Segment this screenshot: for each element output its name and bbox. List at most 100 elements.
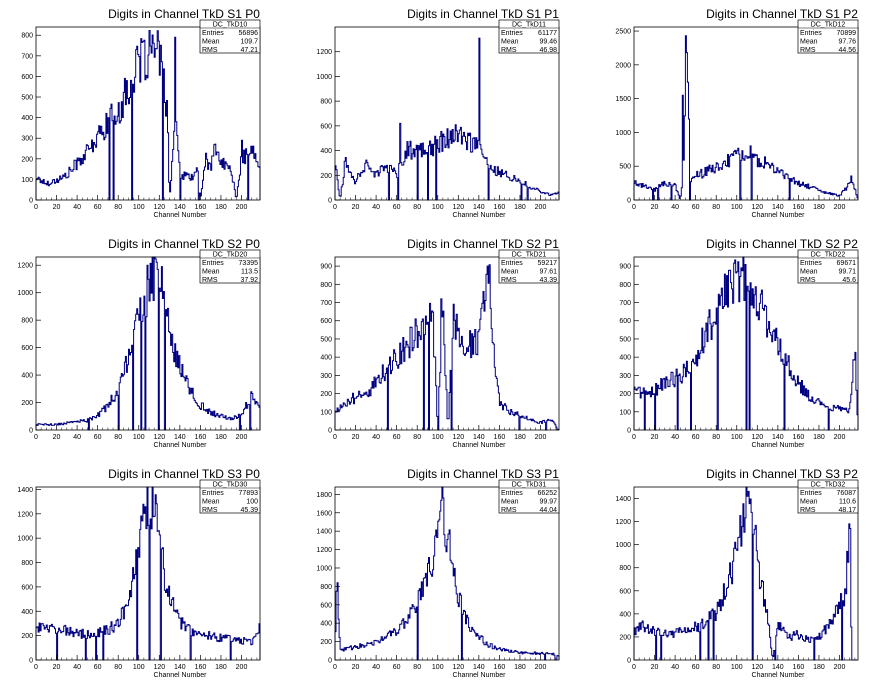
x-tick-label: 20 — [352, 664, 360, 671]
stats-label: Mean — [501, 499, 519, 506]
stats-name: DC_TkD12 — [811, 22, 846, 29]
stats-value: 109.7 — [240, 39, 258, 46]
stats-label: Entries — [501, 260, 523, 267]
stats-name: DC_TkD22 — [811, 252, 846, 259]
x-tick-label: 60 — [393, 204, 401, 211]
x-tick-label: 160 — [195, 664, 207, 671]
y-tick-label: 400 — [320, 355, 332, 362]
y-tick-label: 1500 — [615, 96, 631, 103]
stats-value: 44.04 — [539, 507, 557, 514]
stats-value: 44.56 — [838, 47, 856, 54]
stats-label: RMS — [800, 47, 816, 54]
y-tick-label: 0 — [29, 428, 33, 435]
plot-frame — [334, 26, 560, 201]
x-tick-label: 100 — [432, 664, 444, 671]
stats-value: 59217 — [538, 260, 558, 267]
x-tick-label: 100 — [133, 434, 145, 441]
y-tick-label: 400 — [320, 148, 332, 155]
y-tick-label: 2000 — [615, 62, 631, 69]
y-tick-label: 1600 — [316, 510, 332, 517]
stats-value: 37.92 — [240, 277, 258, 284]
x-tick-label: 200 — [834, 204, 846, 211]
x-tick-label: 180 — [514, 204, 526, 211]
y-tick-label: 0 — [29, 198, 33, 205]
stats-label: Entries — [800, 260, 822, 267]
x-tick-label: 160 — [494, 664, 506, 671]
histogram-panel: Digits in Channel TkD S1 P2 0 20 40 60 80 100 1… — [615, 7, 859, 219]
x-tick-label: 120 — [751, 434, 763, 441]
plot-frame — [334, 486, 560, 661]
x-tick-label: 60 — [94, 664, 102, 671]
x-axis-label: Channel Number — [752, 212, 806, 219]
x-tick-label: 0 — [333, 434, 337, 441]
stats-label: Mean — [501, 269, 519, 276]
x-tick-label: 40 — [372, 204, 380, 211]
x-tick-label: 140 — [473, 664, 485, 671]
stats-name: DC_TkD32 — [811, 482, 846, 489]
x-axis-label: Channel Number — [154, 442, 208, 449]
stats-value: 70899 — [837, 30, 857, 37]
histogram-series — [334, 486, 560, 661]
y-tick-label: 400 — [21, 373, 33, 380]
y-tick-label: 1200 — [17, 263, 33, 270]
y-tick-label: 800 — [21, 560, 33, 567]
plot-frame — [633, 256, 859, 431]
x-tick-label: 160 — [195, 434, 207, 441]
stats-value: 46.98 — [539, 47, 557, 54]
x-tick-label: 120 — [153, 664, 165, 671]
x-tick-label: 0 — [34, 204, 38, 211]
y-tick-label: 500 — [320, 336, 332, 343]
stats-name: DC_TkD20 — [213, 252, 248, 259]
x-tick-label: 40 — [372, 664, 380, 671]
x-tick-label: 160 — [793, 204, 805, 211]
stats-value: 45.39 — [240, 507, 258, 514]
x-axis-label: Channel Number — [154, 212, 208, 219]
stats-value: 43.39 — [539, 277, 557, 284]
y-tick-label: 200 — [320, 639, 332, 646]
x-tick-label: 40 — [671, 664, 679, 671]
x-axis-label: Channel Number — [453, 442, 507, 449]
stats-value: 69671 — [837, 260, 857, 267]
y-tick-label: 1400 — [17, 487, 33, 494]
stats-box-frame — [199, 249, 261, 284]
x-tick-label: 100 — [731, 204, 743, 211]
stats-value: 100 — [246, 499, 258, 506]
y-tick-label: 800 — [21, 33, 33, 40]
histogram-series — [334, 37, 560, 201]
histogram-panel: Digits in Channel TkD S3 P0 0 20 40 60 80 100 1… — [17, 467, 261, 679]
y-tick-label: 200 — [21, 633, 33, 640]
x-tick-label: 200 — [535, 434, 547, 441]
y-tick-label: 800 — [21, 318, 33, 325]
x-tick-label: 20 — [352, 434, 360, 441]
plot-frame — [35, 26, 261, 201]
x-tick-label: 180 — [215, 664, 227, 671]
plot-frame — [334, 256, 560, 431]
stats-label: RMS — [501, 277, 517, 284]
x-tick-label: 60 — [94, 204, 102, 211]
y-tick-label: 300 — [619, 373, 631, 380]
y-tick-label: 200 — [320, 173, 332, 180]
histogram-series — [35, 256, 261, 431]
stats-box-frame — [797, 249, 859, 284]
stats-value: 47.21 — [240, 47, 258, 54]
y-tick-label: 700 — [320, 300, 332, 307]
x-tick-label: 180 — [215, 204, 227, 211]
stats-value: 66252 — [538, 490, 558, 497]
stats-label: Mean — [202, 269, 220, 276]
stats-box-frame — [498, 19, 560, 54]
y-tick-label: 2500 — [615, 29, 631, 36]
y-tick-label: 1400 — [615, 496, 631, 503]
histogram-series — [35, 30, 261, 201]
y-tick-label: 1000 — [17, 290, 33, 297]
chart-title: Digits in Channel TkD S2 P0 — [108, 237, 260, 251]
stats-label: Entries — [202, 260, 224, 267]
y-tick-label: 1200 — [17, 511, 33, 518]
x-tick-label: 120 — [153, 204, 165, 211]
y-tick-label: 700 — [619, 300, 631, 307]
x-tick-label: 120 — [751, 204, 763, 211]
stats-value: 97.76 — [838, 39, 856, 46]
stats-value: 110.6 — [839, 499, 856, 506]
